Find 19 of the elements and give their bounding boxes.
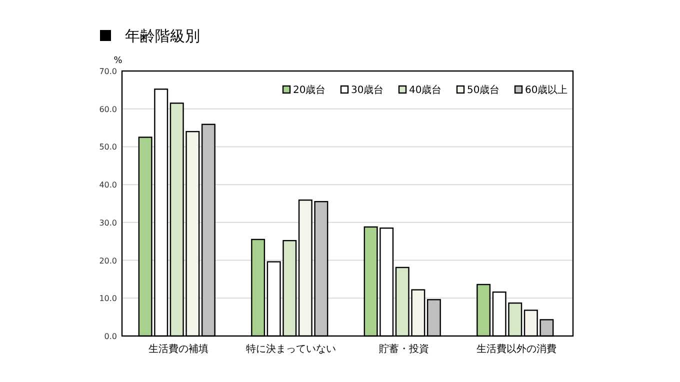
- legend-label: 30歳台: [351, 84, 384, 96]
- legend-label: 40歳台: [409, 84, 442, 96]
- legend-label: 60歳以上: [525, 84, 568, 96]
- y-tick-label: 10.0: [99, 294, 117, 304]
- y-tick-label: 0.0: [104, 332, 117, 341]
- y-tick-label: 70.0: [99, 67, 117, 76]
- x-tick-label: 貯蓄・投資: [378, 343, 429, 355]
- y-tick-label: 20.0: [99, 256, 117, 266]
- y-tick-label: 50.0: [99, 142, 117, 152]
- legend-label: 50歳台: [467, 84, 500, 96]
- x-tick-label: 特に決まっていない: [246, 343, 336, 355]
- y-tick-label: 40.0: [99, 180, 117, 190]
- legend-label: 20歳台: [293, 84, 326, 96]
- x-tick-label: 生活費以外の消費: [476, 343, 557, 355]
- y-tick-label: 30.0: [99, 218, 117, 228]
- y-tick-label: 60.0: [99, 104, 117, 114]
- x-tick-label: 生活費の補填: [148, 343, 208, 355]
- chart-title: 年齢階級別: [125, 27, 200, 45]
- y-axis-title: %: [114, 56, 123, 66]
